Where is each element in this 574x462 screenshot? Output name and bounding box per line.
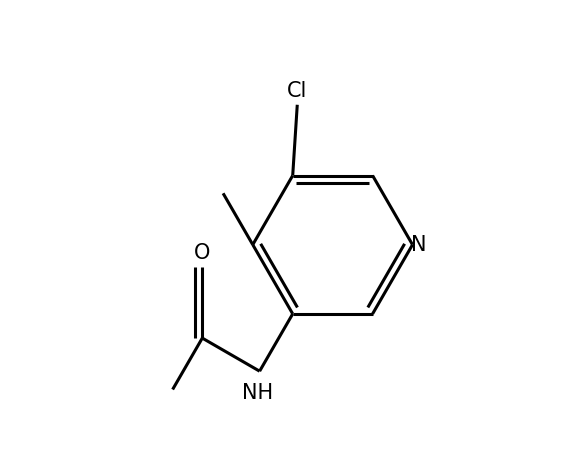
Text: Cl: Cl (287, 81, 308, 101)
Text: N: N (411, 235, 426, 255)
Text: NH: NH (242, 383, 273, 402)
Text: O: O (194, 243, 211, 263)
